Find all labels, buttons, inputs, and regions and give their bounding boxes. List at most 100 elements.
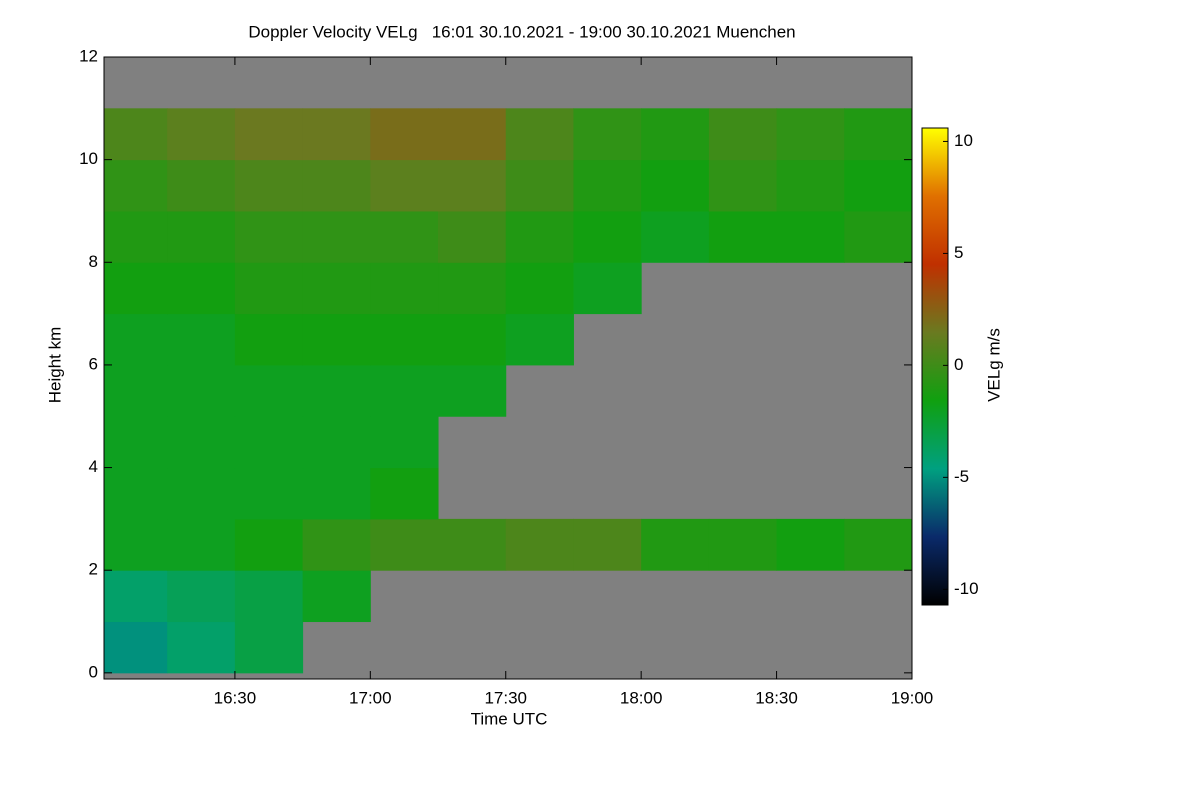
heatmap-cell xyxy=(370,518,439,571)
y-tick-label: 12 xyxy=(79,46,98,65)
heatmap-cell xyxy=(104,108,168,161)
heatmap-cell xyxy=(708,518,778,571)
colorbar-tick-label: 0 xyxy=(954,355,963,374)
x-tick-label: 17:30 xyxy=(484,688,527,707)
heatmap-cell xyxy=(302,467,371,520)
heatmap-cell xyxy=(104,210,168,263)
heatmap-cell xyxy=(234,364,304,417)
heatmap-cell xyxy=(234,467,304,520)
heatmap-cell xyxy=(104,159,168,212)
heatmap-cell xyxy=(234,262,304,315)
heatmap-cell xyxy=(302,262,371,315)
heatmap-cell xyxy=(234,570,304,623)
heatmap-cell xyxy=(234,159,304,212)
heatmap-cell xyxy=(234,621,304,674)
heatmap-cell xyxy=(302,416,371,469)
heatmap-cell xyxy=(370,159,439,212)
heatmap-cell xyxy=(234,108,304,161)
x-tick-label: 18:30 xyxy=(755,688,798,707)
colorbar xyxy=(921,127,949,606)
heatmap-cell xyxy=(104,467,168,520)
y-tick-label: 2 xyxy=(89,560,98,579)
chart-title: Doppler Velocity VELg 16:01 30.10.2021 -… xyxy=(248,22,795,41)
heatmap-cell xyxy=(844,210,913,263)
heatmap-cell xyxy=(438,364,507,417)
heatmap-cell xyxy=(505,313,574,366)
heatmap-cell xyxy=(370,262,439,315)
heatmap-cell xyxy=(573,210,642,263)
heatmap-cell xyxy=(302,210,371,263)
plot-frame xyxy=(103,56,913,680)
x-tick-label: 17:00 xyxy=(349,688,392,707)
y-tick-label: 10 xyxy=(79,149,98,168)
heatmap-cell xyxy=(167,467,236,520)
heatmap-cell xyxy=(505,262,574,315)
heatmap-cell xyxy=(302,313,371,366)
heatmap-cell xyxy=(167,108,236,161)
heatmap-cell xyxy=(167,159,236,212)
heatmap-cell xyxy=(573,262,642,315)
heatmap-cell xyxy=(438,313,507,366)
heatmap-cell xyxy=(234,518,304,571)
y-tick-label: 0 xyxy=(89,662,98,681)
heatmap-cell xyxy=(505,518,574,571)
x-tick-label: 16:30 xyxy=(214,688,257,707)
y-tick-label: 6 xyxy=(89,354,98,373)
y-tick-label: 8 xyxy=(89,252,98,271)
heatmap-cell xyxy=(641,210,710,263)
heatmap-cell xyxy=(641,108,710,161)
heatmap-cell xyxy=(438,108,507,161)
heatmap-cell xyxy=(104,262,168,315)
heatmap-cell xyxy=(776,108,845,161)
heatmap-cell xyxy=(641,159,710,212)
colorbar-tick-label: -10 xyxy=(954,579,979,598)
heatmap-cell xyxy=(104,570,168,623)
heatmap-cell xyxy=(505,210,574,263)
heatmap-cell xyxy=(776,518,845,571)
heatmap-cell xyxy=(302,570,371,623)
heatmap-cell xyxy=(844,518,913,571)
colorbar-label: VELg m/s xyxy=(984,328,1003,402)
heatmap-cell xyxy=(370,416,439,469)
x-tick-label: 18:00 xyxy=(620,688,663,707)
heatmap-cell xyxy=(234,313,304,366)
y-axis-label: Height km xyxy=(45,327,64,404)
heatmap-cell xyxy=(104,621,168,674)
heatmap-cell xyxy=(641,518,710,571)
heatmap-cell xyxy=(370,108,439,161)
heatmap-cell xyxy=(167,364,236,417)
heatmap-cell xyxy=(104,416,168,469)
heatmap-cell xyxy=(302,364,371,417)
heatmap-cell xyxy=(438,210,507,263)
colorbar-tick-label: 10 xyxy=(954,131,973,150)
heatmap-cell xyxy=(167,621,236,674)
colorbar-tick-label: -5 xyxy=(954,467,969,486)
heatmap-cell xyxy=(104,518,168,571)
heatmap-cell xyxy=(234,210,304,263)
heatmap-cell xyxy=(167,570,236,623)
heatmap-cell xyxy=(104,313,168,366)
heatmap-cell xyxy=(505,159,574,212)
heatmap-cell xyxy=(370,364,439,417)
heatmap-cell xyxy=(167,518,236,571)
heatmap-cell xyxy=(167,262,236,315)
heatmap-cell xyxy=(370,467,439,520)
heatmap-cell xyxy=(302,159,371,212)
heatmap-cell xyxy=(708,159,778,212)
heatmap-cell xyxy=(167,416,236,469)
heatmap-cell xyxy=(844,159,913,212)
heatmap-cell xyxy=(234,416,304,469)
heatmap-cell xyxy=(573,108,642,161)
y-tick-label: 4 xyxy=(89,457,98,476)
heatmap-cell xyxy=(438,159,507,212)
heatmap-cell xyxy=(167,313,236,366)
heatmap-cell xyxy=(370,313,439,366)
x-axis-label: Time UTC xyxy=(471,709,548,728)
heatmap-cell xyxy=(438,518,507,571)
heatmap-cell xyxy=(708,210,778,263)
colorbar-tick-label: 5 xyxy=(954,243,963,262)
heatmap-cell xyxy=(776,210,845,263)
heatmap-cell xyxy=(505,108,574,161)
heatmap-cell xyxy=(776,159,845,212)
